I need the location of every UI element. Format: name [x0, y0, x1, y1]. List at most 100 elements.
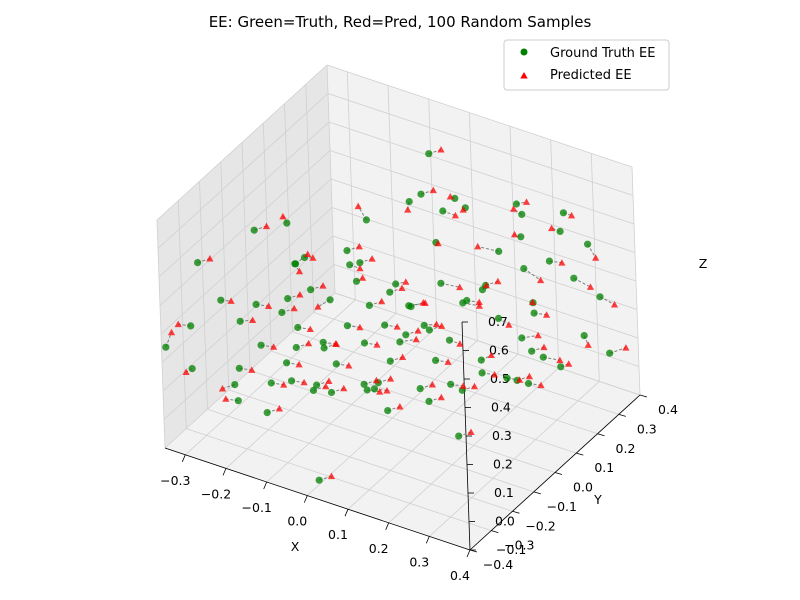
pred-point	[218, 385, 227, 392]
truth-point	[396, 338, 404, 346]
pred-point	[345, 362, 353, 369]
pred-point	[510, 230, 519, 238]
gridline-z	[333, 264, 640, 367]
pred-point	[373, 341, 381, 348]
pred-point	[434, 239, 442, 247]
truth-point	[559, 209, 568, 217]
pred-point	[340, 384, 348, 392]
pred-point	[438, 322, 446, 329]
pred-point	[429, 186, 437, 194]
truth-point	[294, 323, 302, 332]
gridline-z	[326, 64, 633, 168]
x-tick-label: 0.0	[287, 514, 307, 529]
pred-point	[568, 211, 576, 219]
y-tick-label: −0.2	[525, 518, 555, 533]
truth-point	[524, 379, 533, 388]
pred-point	[306, 325, 314, 332]
pred-point	[280, 381, 288, 388]
y-tick-mark	[533, 491, 541, 495]
pred-point	[354, 202, 362, 210]
pred-point	[529, 298, 537, 306]
legend-pred-marker	[520, 72, 528, 79]
x-tick-label: 0.1	[328, 527, 348, 542]
truth-point	[313, 381, 321, 389]
pred-point	[584, 341, 592, 348]
truth-point	[420, 321, 428, 329]
pred-point	[325, 377, 333, 384]
truth-point	[235, 364, 243, 372]
x-tick-mark	[466, 549, 471, 558]
pred-point	[393, 323, 401, 330]
truth-point	[346, 261, 354, 269]
truth-point	[365, 301, 373, 309]
truth-point	[580, 332, 588, 340]
pred-point	[304, 250, 312, 257]
pred-point	[300, 378, 308, 386]
truth-point	[234, 397, 242, 405]
z-tick-label: 0.6	[489, 343, 509, 358]
truth-point	[343, 247, 351, 255]
truth-point	[539, 353, 547, 361]
pred-point	[558, 259, 566, 266]
z-tick-label: 0.0	[495, 514, 515, 529]
pred-point	[396, 403, 404, 410]
truth-point	[362, 216, 370, 224]
error-connector	[523, 268, 541, 281]
pred-point	[437, 393, 445, 401]
truth-point	[407, 303, 415, 311]
pred-point	[537, 381, 545, 389]
pred-point	[399, 353, 407, 360]
pred-point	[610, 301, 619, 308]
pred-point	[279, 212, 287, 220]
x-tick-label: −0.1	[242, 500, 272, 515]
pred-point	[428, 381, 436, 388]
truth-point	[512, 200, 521, 208]
truth-point	[425, 397, 433, 405]
truth-point	[556, 227, 564, 235]
pred-point	[475, 302, 483, 309]
x-tick-label: −0.2	[201, 486, 231, 501]
y-tick-mark	[597, 433, 605, 437]
pred-point	[314, 303, 322, 310]
truth-point	[437, 279, 445, 287]
pred-point	[356, 323, 364, 331]
y-tick-mark	[491, 530, 499, 533]
x-tick-label: 0.3	[409, 554, 429, 569]
x-tick-mark	[425, 536, 430, 544]
truth-point	[194, 259, 202, 267]
pred-point	[206, 255, 214, 262]
pred-point	[516, 376, 524, 383]
pred-point	[404, 206, 412, 213]
truth-point	[545, 257, 554, 265]
truth-point	[284, 295, 292, 303]
pred-point	[437, 146, 445, 153]
truth-point	[425, 150, 433, 158]
x-tick-mark	[303, 495, 308, 503]
truth-point	[236, 317, 244, 325]
pred-point	[378, 297, 386, 305]
y-axis-label: Y	[593, 492, 602, 507]
truth-point	[518, 334, 526, 342]
truth-point	[188, 365, 196, 373]
pred-point	[494, 277, 502, 285]
pred-point	[470, 382, 479, 390]
pred-point	[444, 358, 452, 365]
truth-point	[326, 296, 334, 304]
truth-point	[384, 407, 392, 415]
pred-point	[451, 211, 459, 219]
pred-point	[332, 340, 340, 347]
truth-point	[455, 432, 463, 440]
pred-point	[327, 472, 336, 480]
pred-point	[414, 327, 422, 334]
truth-point	[495, 247, 503, 255]
pred-point	[275, 405, 283, 412]
truth-point	[381, 321, 389, 329]
gridline-y	[313, 312, 619, 415]
x-tick-mark	[344, 509, 349, 517]
gridline-y	[186, 428, 492, 531]
gridline-z	[160, 178, 332, 335]
truth-point	[451, 194, 459, 202]
truth-point	[288, 377, 296, 385]
truth-point	[343, 322, 351, 330]
